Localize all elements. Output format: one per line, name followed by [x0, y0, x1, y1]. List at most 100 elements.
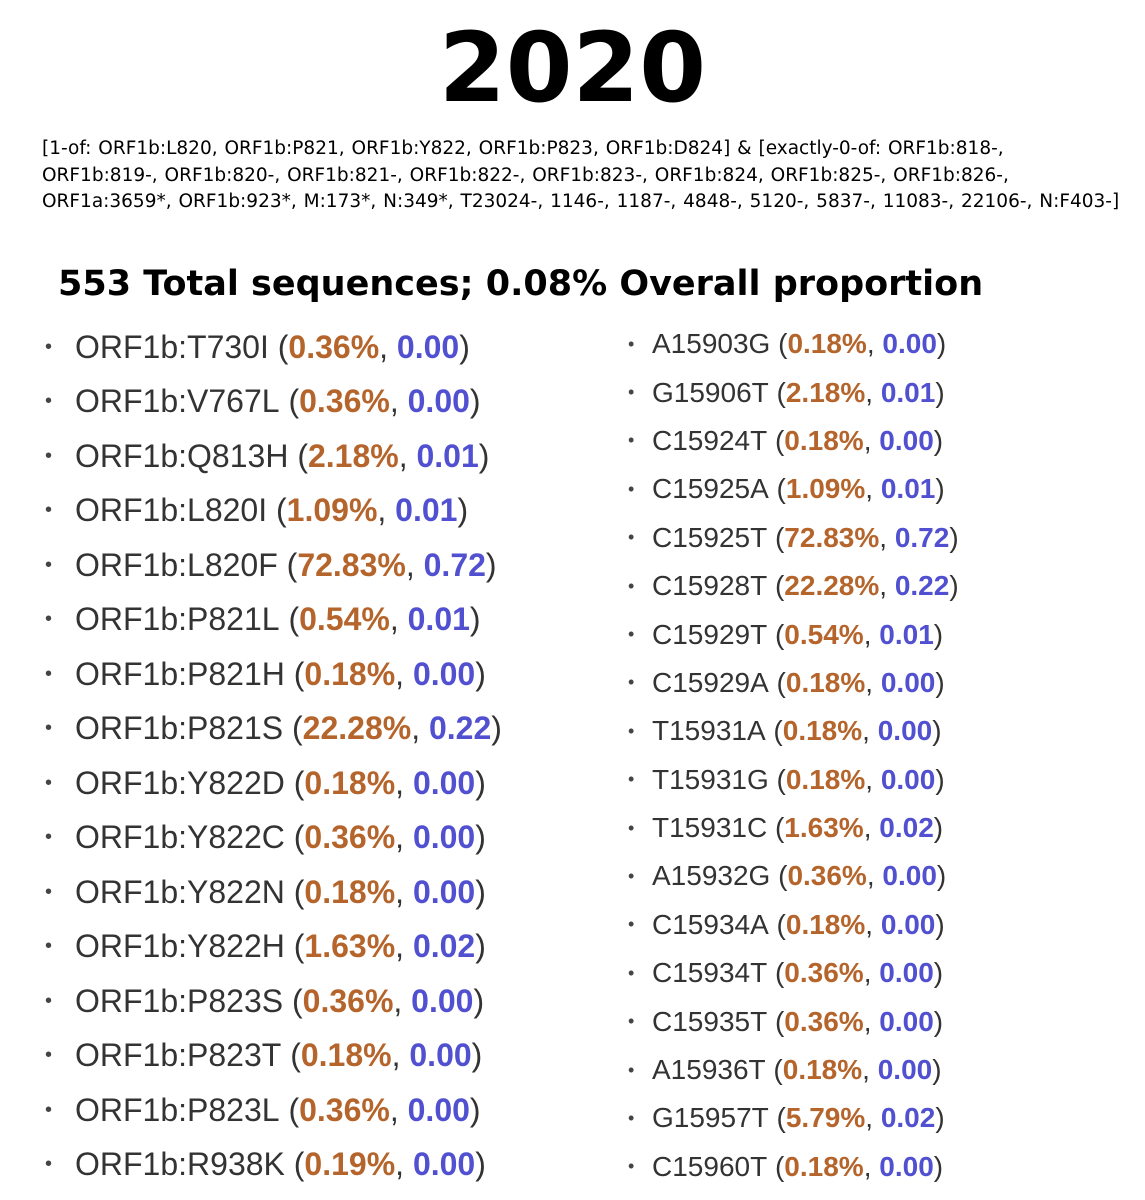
query-expression: [1-of: ORF1b:L820, ORF1b:P821, ORF1b:Y82… — [42, 138, 1120, 212]
mutation-percent: 1.09% — [785, 473, 866, 505]
bullet-icon: • — [628, 914, 635, 935]
mutation-fraction: 0.00 — [880, 666, 936, 698]
mutation-name: ORF1b:T730I — [75, 328, 269, 365]
mutation-item: • ORF1b:P823L (0.36%, 0.00) — [45, 1091, 481, 1128]
bullet-icon: • — [45, 989, 53, 1012]
mutation-name: C15934A — [652, 908, 769, 940]
mutation-percent: 72.83% — [297, 546, 406, 583]
mutation-fraction: 0.22 — [428, 710, 492, 747]
mutation-percent: 0.18% — [304, 873, 396, 910]
mutation-name: ORF1b:L820F — [75, 546, 278, 583]
bullet-icon: • — [628, 817, 635, 838]
mutation-name: ORF1b:Y822N — [75, 873, 285, 910]
bullet-icon: • — [628, 575, 635, 596]
mutation-fraction: 0.00 — [411, 982, 474, 1019]
bullet-icon: • — [45, 935, 53, 958]
mutation-fraction: 0.00 — [407, 383, 470, 420]
mutation-name: C15928T — [652, 570, 768, 602]
mutation-fraction: 0.01 — [880, 376, 936, 408]
mutation-item: • ORF1b:P821L (0.54%, 0.01) — [45, 601, 481, 638]
mutation-item: • C15935T (0.36%, 0.00) — [628, 1005, 944, 1037]
bullet-icon: • — [45, 1044, 53, 1067]
mutation-item: • C15960T (0.18%, 0.00) — [628, 1150, 944, 1182]
mutation-fraction: 0.00 — [412, 819, 476, 856]
mutation-percent: 0.18% — [782, 1054, 863, 1086]
mutation-percent: 0.18% — [785, 908, 866, 940]
mutation-item: • ORF1b:P823T (0.18%, 0.00) — [45, 1037, 483, 1074]
mutation-item: • T15931G (0.18%, 0.00) — [628, 763, 945, 795]
mutation-percent: 0.36% — [299, 383, 390, 420]
bullet-icon: • — [628, 430, 635, 451]
bullet-icon: • — [45, 553, 53, 576]
bullet-icon: • — [628, 769, 635, 790]
mutation-fraction: 0.00 — [412, 764, 476, 801]
mutation-fraction: 0.00 — [877, 715, 933, 747]
mutation-item: • C15929T (0.54%, 0.01) — [628, 618, 944, 650]
mutation-fraction: 0.00 — [882, 860, 937, 892]
bullet-icon: • — [45, 771, 53, 794]
mutation-item: • G15906T (2.18%, 0.01) — [628, 376, 945, 408]
mutation-fraction: 0.00 — [396, 328, 460, 365]
mutation-fraction: 0.00 — [412, 655, 476, 692]
mutation-fraction: 0.00 — [880, 763, 936, 795]
mutation-fraction: 0.00 — [409, 1037, 472, 1074]
mutation-name: ORF1b:Y822C — [75, 819, 285, 856]
bullet-icon: • — [45, 444, 53, 467]
mutation-percent: 0.19% — [304, 1146, 396, 1183]
bullet-icon: • — [45, 880, 53, 903]
mutation-fraction: 0.01 — [395, 492, 458, 529]
mutation-percent: 0.18% — [787, 328, 867, 360]
mutation-fraction: 0.00 — [879, 1005, 934, 1037]
mutation-percent: 0.18% — [300, 1037, 392, 1074]
mutation-item: • ORF1b:L820I (1.09%, 0.01) — [45, 492, 469, 529]
mutation-item: • ORF1b:T730I (0.36%, 0.00) — [45, 328, 470, 365]
mutation-name: T15931G — [652, 763, 769, 795]
bullet-icon: • — [628, 1059, 635, 1080]
mutation-item: • ORF1b:L820F (72.83%, 0.72) — [45, 546, 497, 583]
mutation-item: • ORF1b:Q813H (2.18%, 0.01) — [45, 437, 490, 474]
mutation-name: ORF1b:Q813H — [75, 437, 289, 474]
bullet-icon: • — [45, 1153, 53, 1176]
bullet-icon: • — [628, 720, 635, 741]
bullet-icon: • — [45, 499, 53, 522]
mutation-percent: 0.36% — [302, 982, 394, 1019]
bullet-icon: • — [628, 1011, 635, 1032]
bullet-icon: • — [45, 608, 53, 631]
mutation-fraction: 0.00 — [412, 873, 476, 910]
mutation-percent: 72.83% — [784, 521, 880, 553]
mutation-name: T15931A — [652, 715, 766, 747]
mutation-fraction: 0.72 — [894, 521, 950, 553]
mutation-fraction: 0.01 — [407, 601, 470, 638]
mutation-item: • G15957T (5.79%, 0.02) — [628, 1102, 945, 1134]
bullet-icon: • — [45, 335, 53, 358]
mutation-item: • C15925T (72.83%, 0.72) — [628, 521, 959, 553]
mutation-percent: 0.36% — [299, 1091, 390, 1128]
mutation-name: A15932G — [652, 860, 771, 892]
mutation-name: C15934T — [652, 957, 768, 989]
mutation-fraction: 0.00 — [879, 1150, 934, 1182]
mutation-name: ORF1b:Y822D — [75, 764, 285, 801]
summary-line: 553 Total sequences; 0.08% Overall propo… — [58, 264, 984, 304]
mutation-percent: 0.18% — [304, 764, 396, 801]
mutation-fraction: 0.00 — [882, 328, 937, 360]
left-mutation-list: • ORF1b:T730I (0.36%, 0.00) • ORF1b:V767L (… — [45, 320, 502, 1192]
mutation-percent: 0.36% — [784, 957, 864, 989]
mutation-fraction: 0.00 — [412, 1146, 476, 1183]
bullet-icon: • — [45, 826, 53, 849]
mutation-name: ORF1b:Y822H — [75, 928, 285, 965]
mutation-item: • ORF1b:R938K (0.19%, 0.00) — [45, 1146, 486, 1183]
mutation-name: ORF1b:R938K — [75, 1146, 285, 1183]
mutation-name: A15903G — [652, 328, 771, 360]
mutation-name: C15960T — [652, 1150, 768, 1182]
mutation-name: ORF1b:P823T — [75, 1037, 282, 1074]
mutation-item: • ORF1b:Y822N (0.18%, 0.00) — [45, 873, 486, 910]
bullet-icon: • — [628, 1156, 635, 1177]
mutation-percent: 0.36% — [304, 819, 396, 856]
mutation-percent: 0.36% — [787, 860, 867, 892]
bullet-icon: • — [628, 382, 635, 403]
bullet-icon: • — [45, 717, 53, 740]
bullet-icon: • — [628, 624, 635, 645]
mutation-name: C15929A — [652, 666, 769, 698]
mutation-percent: 22.28% — [302, 710, 412, 747]
mutation-name: T15931C — [652, 812, 768, 844]
